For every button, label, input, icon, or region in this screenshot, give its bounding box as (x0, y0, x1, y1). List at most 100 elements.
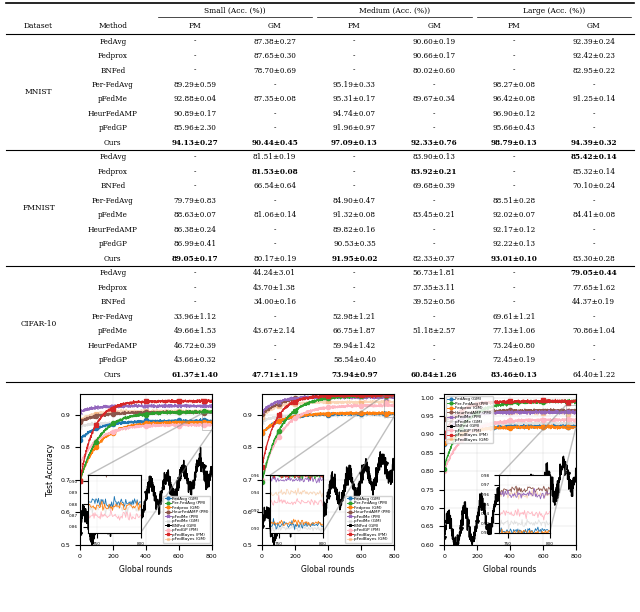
Text: 81.51±0.19: 81.51±0.19 (253, 154, 296, 162)
Text: 66.75±1.87: 66.75±1.87 (333, 327, 376, 335)
Text: PM: PM (348, 23, 361, 31)
Text: FedAvg: FedAvg (99, 154, 126, 162)
Text: 61.37±1.40: 61.37±1.40 (172, 371, 218, 379)
Text: -: - (433, 226, 435, 234)
Text: -: - (194, 284, 196, 292)
Text: -: - (353, 299, 356, 307)
Text: 94.74±0.07: 94.74±0.07 (333, 110, 376, 118)
Text: 83.30±0.28: 83.30±0.28 (572, 255, 615, 263)
Text: -: - (353, 154, 356, 162)
Text: MNIST: MNIST (25, 88, 52, 96)
Text: -: - (433, 81, 435, 89)
Text: 86.38±0.24: 86.38±0.24 (173, 226, 216, 234)
Text: 90.66±0.17: 90.66±0.17 (413, 52, 456, 60)
Text: 92.42±0.23: 92.42±0.23 (572, 52, 615, 60)
Text: 95.19±0.33: 95.19±0.33 (333, 81, 376, 89)
Text: 95.66±0.43: 95.66±0.43 (493, 124, 536, 132)
Text: -: - (593, 313, 595, 321)
Text: Ours: Ours (104, 371, 122, 379)
Text: -: - (353, 269, 356, 277)
Text: 80.17±0.19: 80.17±0.19 (253, 255, 296, 263)
Text: 96.42±0.08: 96.42±0.08 (492, 95, 536, 103)
Text: 79.05±0.44: 79.05±0.44 (570, 269, 617, 277)
Text: 83.90±0.13: 83.90±0.13 (413, 154, 456, 162)
Text: Ours: Ours (104, 139, 122, 147)
Text: -: - (353, 37, 356, 45)
Text: 51.18±2.57: 51.18±2.57 (413, 327, 456, 335)
Text: -: - (194, 182, 196, 190)
Text: 92.22±0.13: 92.22±0.13 (492, 241, 536, 248)
Text: 91.25±0.14: 91.25±0.14 (572, 95, 615, 103)
Legend: FedAvg (GM), Per-FedAvg (PM), Fedprox (GM), HeurFedAMP (PM), pFedMe (PM), pFedMe: FedAvg (GM), Per-FedAvg (PM), Fedprox (G… (346, 496, 392, 543)
Text: 80.02±0.60: 80.02±0.60 (413, 67, 456, 75)
Text: GM: GM (587, 23, 600, 31)
Text: -: - (433, 124, 435, 132)
Text: -: - (513, 182, 515, 190)
Text: 70.10±0.24: 70.10±0.24 (572, 182, 615, 190)
Text: 90.89±0.17: 90.89±0.17 (173, 110, 216, 118)
Text: PM: PM (508, 23, 520, 31)
Text: -: - (513, 284, 515, 292)
Text: -: - (433, 313, 435, 321)
Text: 89.67±0.34: 89.67±0.34 (413, 95, 456, 103)
Text: 94.39±0.32: 94.39±0.32 (570, 139, 617, 147)
Text: -: - (513, 299, 515, 307)
Text: BNFed: BNFed (100, 299, 125, 307)
Text: 90.44±0.45: 90.44±0.45 (252, 139, 298, 147)
Text: HeurFedAMP: HeurFedAMP (88, 110, 138, 118)
Text: -: - (273, 241, 276, 248)
Text: -: - (593, 110, 595, 118)
Text: BNFed: BNFed (100, 67, 125, 75)
Text: Large (Acc. (%)): Large (Acc. (%)) (523, 7, 585, 15)
Text: 78.70±0.69: 78.70±0.69 (253, 67, 296, 75)
Text: 98.27±0.08: 98.27±0.08 (492, 81, 536, 89)
Text: -: - (194, 154, 196, 162)
Text: -: - (513, 37, 515, 45)
Text: 91.96±0.97: 91.96±0.97 (333, 124, 376, 132)
Text: 98.79±0.13: 98.79±0.13 (491, 139, 537, 147)
Text: 81.06±0.14: 81.06±0.14 (253, 211, 296, 220)
Text: Fedprox: Fedprox (98, 284, 128, 292)
Text: 87.65±0.30: 87.65±0.30 (253, 52, 296, 60)
Text: 49.66±1.53: 49.66±1.53 (173, 327, 216, 335)
Text: Dataset: Dataset (24, 23, 53, 31)
Text: 87.35±0.08: 87.35±0.08 (253, 95, 296, 103)
Text: -: - (194, 37, 196, 45)
Text: -: - (273, 313, 276, 321)
Text: 44.37±0.19: 44.37±0.19 (572, 299, 615, 307)
Text: 43.66±0.32: 43.66±0.32 (173, 356, 216, 364)
Text: 91.95±0.02: 91.95±0.02 (331, 255, 378, 263)
Text: -: - (593, 241, 595, 248)
Text: 33.96±1.12: 33.96±1.12 (173, 313, 216, 321)
Text: pFedGP: pFedGP (99, 124, 127, 132)
X-axis label: Global rounds: Global rounds (119, 565, 173, 574)
Text: FedAvg: FedAvg (99, 269, 126, 277)
Text: -: - (593, 197, 595, 205)
Text: 83.92±0.21: 83.92±0.21 (411, 168, 458, 176)
Text: 79.79±0.83: 79.79±0.83 (173, 197, 216, 205)
Text: 73.94±0.97: 73.94±0.97 (331, 371, 378, 379)
Text: Small (Acc. (%)): Small (Acc. (%)) (204, 7, 266, 15)
Text: BNFed: BNFed (100, 182, 125, 190)
Text: Medium (Acc. (%)): Medium (Acc. (%)) (359, 7, 430, 15)
Text: -: - (593, 226, 595, 234)
X-axis label: Global rounds: Global rounds (483, 565, 537, 574)
Text: -: - (273, 226, 276, 234)
Text: CIFAR-10: CIFAR-10 (20, 320, 56, 328)
Text: -: - (513, 269, 515, 277)
Text: 88.63±0.07: 88.63±0.07 (173, 211, 216, 220)
Text: -: - (593, 342, 595, 350)
Text: 47.71±1.19: 47.71±1.19 (252, 371, 298, 379)
Text: 97.09±0.13: 97.09±0.13 (331, 139, 378, 147)
Text: -: - (194, 168, 196, 176)
Text: 64.40±1.22: 64.40±1.22 (572, 371, 615, 379)
Text: 82.33±0.37: 82.33±0.37 (413, 255, 456, 263)
Text: -: - (353, 182, 356, 190)
Text: 96.90±0.12: 96.90±0.12 (492, 110, 536, 118)
Text: 77.65±1.62: 77.65±1.62 (572, 284, 615, 292)
Text: HeurFedAMP: HeurFedAMP (88, 342, 138, 350)
Text: 92.88±0.04: 92.88±0.04 (173, 95, 216, 103)
Text: 84.90±0.47: 84.90±0.47 (333, 197, 376, 205)
Bar (202, 414, 212, 430)
Text: 43.67±2.14: 43.67±2.14 (253, 327, 296, 335)
